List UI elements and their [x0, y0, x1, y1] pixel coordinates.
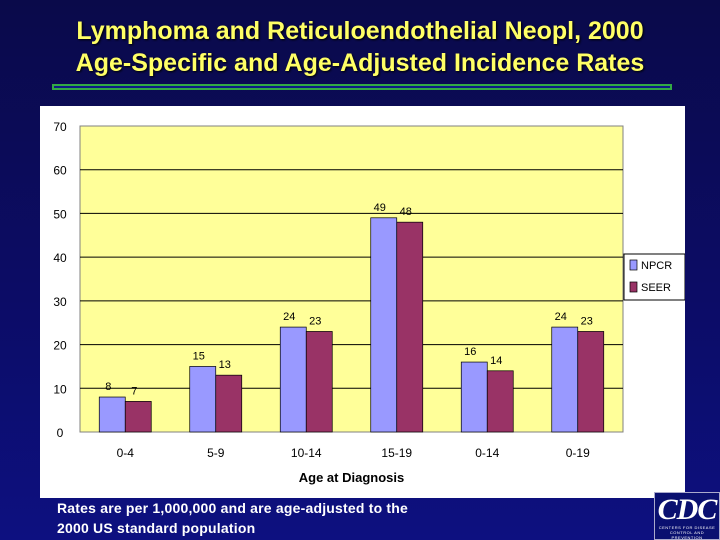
footnote-line-1: Rates are per 1,000,000 and are age-adju…: [57, 500, 409, 516]
x-tick-label: 10-14: [291, 446, 322, 460]
data-label: 24: [555, 311, 567, 323]
bar-chart: 0 10 20 30 40 50 60 70 8 7 0-4 15 13 5-9 24 23 10-14 49 48…: [53, 120, 685, 485]
data-label: 24: [283, 311, 295, 323]
plot-area: [79, 125, 624, 433]
bar-npcr: [551, 326, 579, 433]
legend-swatch-seer: [629, 281, 638, 293]
data-label: 23: [309, 315, 321, 327]
x-tick-label: 0-14: [475, 446, 499, 460]
legend-label-npcr: NPCR: [641, 260, 672, 272]
chart-panel: 0 10 20 30 40 50 60 70 8 7 0-4 15 13 5-9 24 23 10-14 49 48…: [40, 106, 685, 498]
title-divider: [52, 84, 672, 90]
footnote: Rates are per 1,000,000 and are age-adju…: [57, 498, 477, 538]
legend-label-seer: SEER: [641, 282, 671, 294]
cdc-logo-mark: CDC: [657, 493, 718, 526]
data-label: 15: [193, 350, 205, 362]
y-tick-label: 70: [53, 120, 67, 134]
y-tick-label: 0: [57, 426, 64, 440]
y-tick-label: 60: [53, 164, 67, 178]
bar-seer: [486, 370, 514, 433]
bar-seer: [124, 401, 152, 433]
x-axis-title: Age at Diagnosis: [299, 470, 404, 485]
data-label: 7: [131, 385, 137, 397]
data-label: 23: [581, 315, 593, 327]
cdc-logo: CDC CENTERS FOR DISEASE CONTROL AND PREV…: [654, 492, 720, 540]
data-label: 48: [400, 206, 412, 218]
cdc-logo-line-1: CENTERS FOR DISEASE: [658, 525, 716, 530]
chart-title-line-2: Age-Specific and Age-Adjusted Incidence …: [75, 49, 645, 77]
data-label: 14: [490, 355, 502, 367]
chart-title-line-1: Lymphoma and Reticuloendothelial Neopl, …: [76, 17, 644, 45]
bar-seer: [305, 331, 333, 433]
y-tick-label: 30: [53, 295, 67, 309]
legend-swatch-npcr: [629, 259, 638, 271]
y-tick-label: 10: [53, 382, 67, 396]
bar-seer: [396, 221, 424, 433]
data-label: 8: [105, 381, 111, 393]
data-label: 13: [219, 359, 231, 371]
x-tick-label: 0-4: [117, 446, 135, 460]
footnote-line-2: 2000 US standard population: [57, 520, 256, 536]
y-tick-label: 50: [53, 207, 67, 221]
bar-seer: [577, 331, 605, 433]
data-label: 16: [464, 346, 476, 358]
cdc-logo-line-2: CONTROL AND PREVENTION: [669, 530, 705, 540]
y-tick-label: 20: [53, 339, 67, 353]
bar-npcr: [370, 217, 398, 433]
bar-seer: [215, 374, 243, 433]
x-tick-label: 5-9: [207, 446, 225, 460]
bar-npcr: [279, 326, 307, 433]
x-tick-label: 0-19: [566, 446, 590, 460]
x-tick-label: 15-19: [381, 446, 412, 460]
bar-npcr: [98, 396, 126, 433]
bar-npcr: [189, 366, 217, 433]
bar-npcr: [460, 361, 488, 433]
y-tick-label: 40: [53, 251, 67, 265]
data-label: 49: [374, 202, 386, 214]
